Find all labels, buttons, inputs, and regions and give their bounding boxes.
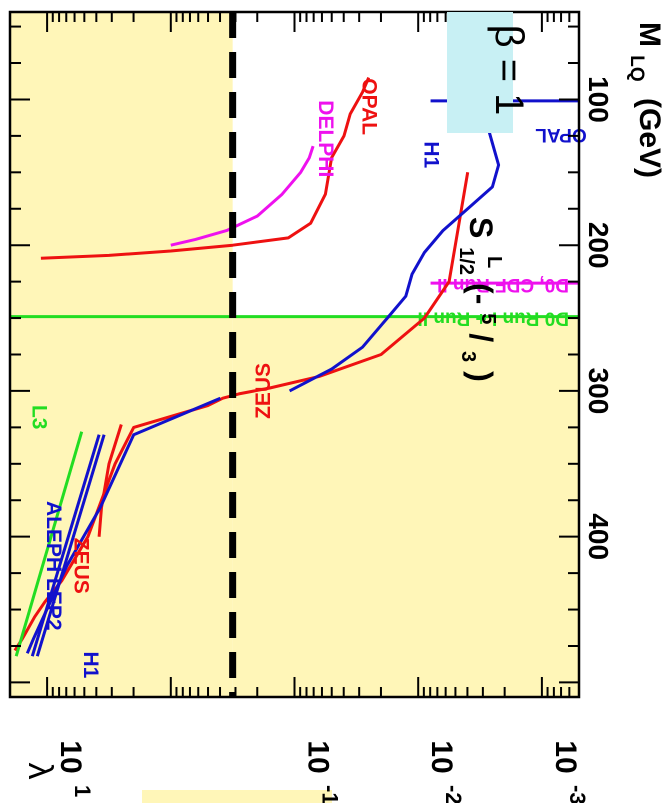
state-main: S — [463, 217, 499, 238]
limit-label-1: D0, CDF Run II — [437, 274, 569, 295]
state-sup: L — [483, 256, 505, 268]
annotation-3: H1 — [79, 651, 102, 678]
y-tick-label: 10 -1 — [302, 740, 343, 804]
y-tick-label: 10 1 — [54, 740, 95, 797]
series-delphi — [170, 145, 315, 247]
annotation-1: ZEUS — [252, 363, 275, 419]
series-zeus-upper- — [97, 424, 123, 537]
series-opal — [40, 77, 371, 260]
beta-box-bg — [447, 12, 513, 133]
x-tick-label: 400 — [583, 513, 614, 560]
y-axis-label: λ — [21, 763, 59, 780]
state-sub: 1/2 — [455, 247, 477, 275]
y-tick-exp: -1 — [318, 785, 343, 803]
series-aleph — [30, 434, 101, 657]
annotation-6: ALEPH LEP2 — [42, 501, 65, 631]
y-tick-base: 10 — [302, 740, 335, 773]
series-l3 — [14, 431, 84, 657]
x-tick-label: 100 — [583, 76, 614, 123]
beta-box: β = 1 — [447, 12, 531, 133]
state-charge-open: (- — [463, 283, 499, 304]
x-tick-label: 300 — [583, 368, 614, 415]
annotation-2: H1 — [419, 141, 442, 168]
state-charge-slash: / — [463, 333, 499, 342]
x-axis-unit: (GeV) — [633, 98, 664, 178]
limit-label-0: D0 Run I + Run II — [418, 308, 569, 329]
y-tick-base: 10 — [54, 740, 87, 773]
series-h1-high-mass- — [25, 396, 221, 654]
x-axis-label-sub: LQ — [626, 55, 647, 81]
label-layer: β = 1 S 1/2 L (- 5 / 3 ) M LQ (GeV) — [21, 12, 664, 780]
svg-text:M LQ (GeV): M LQ (GeV) — [624, 22, 664, 178]
annotation-7: L3 — [27, 405, 50, 430]
series-lep2 — [35, 434, 106, 657]
state-charge-num: 5 — [477, 313, 499, 324]
axes-layer: 100 200 300 400 10 1 10 -1 10 -2 10 -3 — [8, 10, 614, 805]
svg-text:S 1/2 L: S 1/2 L (- 5 / 3 ) — [453, 217, 517, 382]
y-tick-exp: -2 — [441, 785, 466, 803]
plot-background — [10, 12, 580, 803]
series-zeus — [13, 172, 470, 652]
annotation-4: OPAL — [358, 78, 381, 135]
y-tick-base: 10 — [425, 740, 458, 773]
plot-layer: D0 Run I + Run II D0, CDF Run II OPAL ZEUS Z… — [10, 12, 587, 697]
y-tick-label: 10 -3 — [549, 740, 590, 804]
annotation-0: ZEUS — [69, 538, 92, 594]
y-tick-exp: -3 — [565, 785, 590, 803]
state-label: S 1/2 L (- 5 / 3 ) — [453, 217, 517, 382]
x-axis-title: M LQ (GeV) — [624, 22, 664, 178]
excluded-region-upper — [10, 12, 233, 697]
state-charge-den: 3 — [457, 351, 479, 362]
excluded-region-tevatron — [232, 316, 580, 697]
x-axis-label: M — [633, 22, 664, 47]
y-tick-base: 10 — [549, 740, 582, 773]
limit-label-2: OPAL — [535, 124, 587, 145]
x-tick-label: 200 — [583, 222, 614, 269]
y-tick-label: 10 -2 — [425, 740, 466, 804]
legend-swatch — [142, 790, 332, 803]
y-tick-exp: 1 — [70, 785, 95, 797]
annotation-5: DELPHI — [314, 100, 337, 177]
beta-label: β = 1 — [487, 25, 531, 116]
state-charge-close: ) — [463, 371, 499, 382]
